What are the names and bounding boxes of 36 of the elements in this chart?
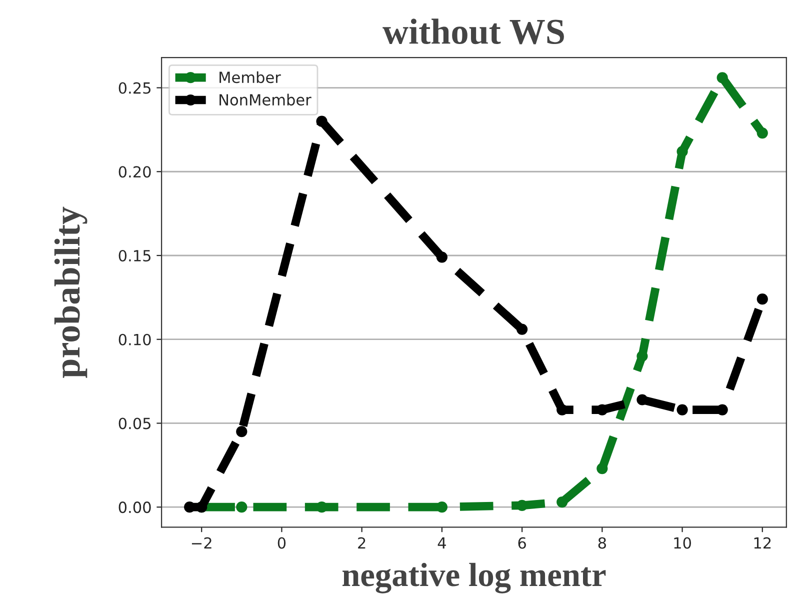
- point: [556, 496, 568, 508]
- y-tick-label: 0.15: [118, 250, 150, 262]
- point: [596, 404, 608, 416]
- y-tick-label: 0.05: [118, 418, 150, 430]
- x-tick-label: −2: [192, 537, 212, 549]
- point: [716, 404, 728, 416]
- x-tick-label: 0: [278, 537, 286, 549]
- point: [676, 146, 688, 158]
- y-tick-label: 0.25: [118, 82, 150, 94]
- point: [436, 252, 448, 263]
- chart-title: without WS: [382, 18, 564, 44]
- legend-label: NonMember: [220, 94, 312, 106]
- y-tick-label: 0.20: [118, 166, 151, 178]
- point: [756, 294, 768, 305]
- point: [636, 394, 648, 406]
- point: [236, 502, 248, 513]
- point: [236, 426, 248, 438]
- y-axis-title: probability: [54, 206, 88, 378]
- point: [596, 462, 608, 474]
- point: [716, 72, 728, 84]
- y-tick-label: 0.10: [118, 334, 151, 346]
- point: [316, 502, 328, 513]
- point: [756, 127, 768, 139]
- x-tick-label: 4: [438, 537, 446, 549]
- legend-label: Member: [220, 71, 281, 84]
- x-tick-label: 6: [518, 537, 526, 549]
- point: [316, 116, 328, 127]
- x-axis-title: negative log mentr: [342, 562, 606, 594]
- point: [516, 324, 528, 335]
- x-tick-label: 2: [358, 537, 366, 549]
- point: [636, 350, 648, 362]
- y-tick-label: 0.00: [118, 502, 151, 514]
- point: [676, 404, 688, 416]
- x-tick-label: 8: [598, 537, 606, 549]
- x-tick-label: 12: [754, 537, 771, 549]
- x-tick-label: 10: [674, 537, 691, 549]
